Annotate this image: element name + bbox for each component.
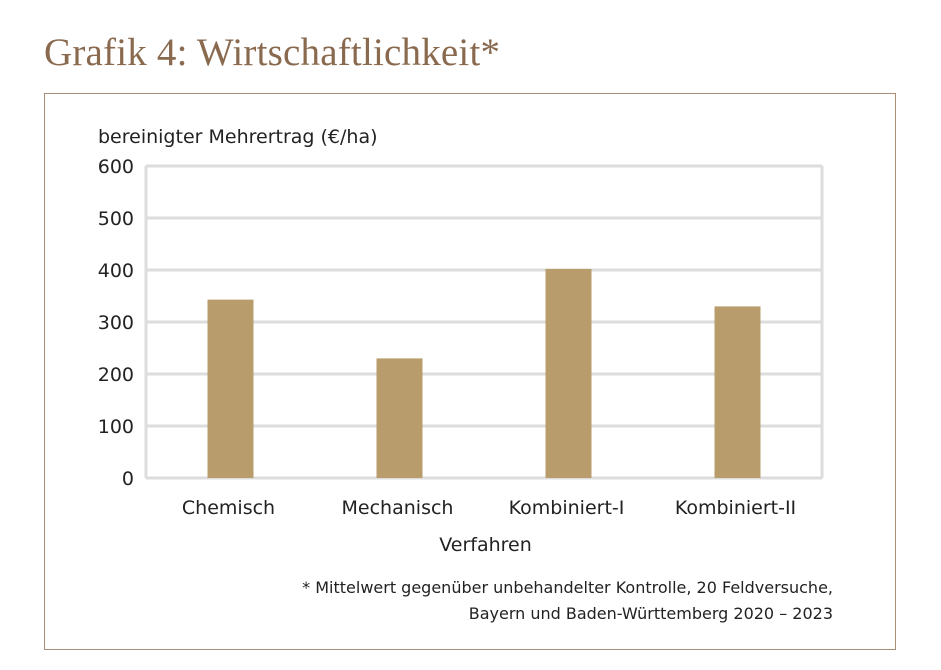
y-tick-label: 500 (98, 208, 134, 230)
y-axis-title: bereinigter Mehrertrag (€/ha) (98, 126, 378, 148)
footnote-line-2: Bayern und Baden-Württemberg 2020 – 2023 (468, 604, 833, 623)
x-category-labels: Chemisch Mechanisch Kombiniert-I Kombiniert… (182, 497, 796, 519)
y-tick-labels: 0 100 200 300 400 500 600 (98, 156, 134, 490)
bar-mechanisch (376, 358, 423, 478)
bar-kombiniert-ii (714, 306, 761, 478)
x-category-label: Kombiniert-II (675, 497, 796, 519)
y-tick-label: 100 (98, 416, 134, 438)
bars (207, 268, 761, 478)
chart-frame (44, 93, 896, 650)
y-tick-label: 400 (98, 260, 134, 282)
y-tick-label: 200 (98, 364, 134, 386)
y-tick-label: 600 (98, 156, 134, 178)
gridlines (144, 164, 824, 480)
x-category-label: Chemisch (182, 497, 275, 519)
bar-kombiniert-i (545, 268, 592, 478)
x-category-label: Mechanisch (342, 497, 454, 519)
x-axis-title: Verfahren (439, 534, 532, 556)
x-category-label: Kombiniert-I (509, 497, 625, 519)
y-tick-label: 300 (98, 312, 134, 334)
y-tick-label: 0 (122, 468, 134, 490)
chart-title: Grafik 4: Wirtschaftlichkeit* (44, 31, 501, 74)
bar-chemisch (207, 299, 254, 478)
footnote-line-1: * Mittelwert gegenüber unbehandelter Kon… (302, 578, 833, 597)
